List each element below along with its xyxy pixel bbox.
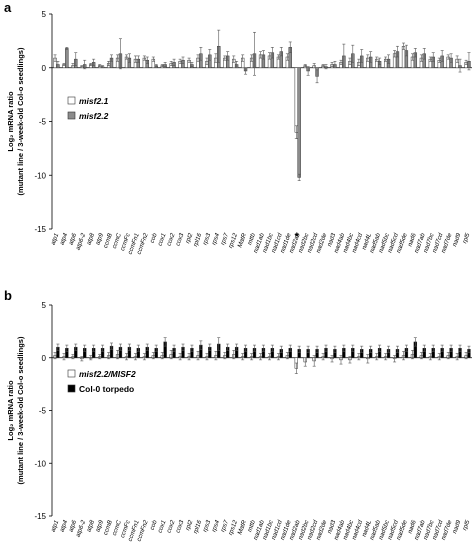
annotation-asterisk: * <box>295 231 300 243</box>
y-tick-label: -5 <box>39 118 47 127</box>
category-label: rps4 <box>211 519 222 533</box>
category-label: cob <box>149 519 159 531</box>
y-tick-label: -5 <box>39 407 47 416</box>
y-axis-title-line2: (mutant line / 3-week-old Col-o seedling… <box>16 47 25 195</box>
category-label: atp4 <box>59 232 70 246</box>
category-label: cob <box>149 232 159 244</box>
category-label: cox1 <box>157 232 168 247</box>
legend-label: Col-0 torpedo <box>79 384 134 394</box>
y-tick-label: -10 <box>34 459 46 468</box>
y-tick-label: -10 <box>34 171 46 180</box>
legend-swatch <box>67 111 76 120</box>
category-label: ccmB <box>102 232 114 249</box>
category-label: atp1 <box>50 232 61 246</box>
y-axis-title-line1: Log₂ mRNA ratio <box>6 91 15 152</box>
category-label: rpl16 <box>192 519 203 535</box>
category-label: nad9 <box>451 232 462 248</box>
category-label: atp6 <box>68 232 79 246</box>
category-label: mttb <box>246 519 257 533</box>
panel-b: b Log₂ mRNA ratio (mutant line / 3-week-ol… <box>4 288 472 542</box>
category-label: atp6 <box>68 519 79 533</box>
category-label: atp8 <box>85 232 96 246</box>
legend-label: misf2.1 <box>79 96 109 106</box>
legend-swatch <box>67 369 76 378</box>
category-label: atp1 <box>50 519 61 533</box>
category-label: cox1 <box>157 519 168 534</box>
category-label: rps3 <box>202 519 213 533</box>
y-tick-label: -15 <box>34 512 46 521</box>
category-label: rpl5 <box>461 232 471 245</box>
legend-label: misf2.2 <box>79 111 109 121</box>
category-label: nad3 <box>326 232 337 248</box>
panel-letter: b <box>4 288 12 303</box>
category-label: nad6 <box>407 232 418 248</box>
category-label: MatR <box>236 232 248 249</box>
category-label: nad9 <box>451 519 462 535</box>
legend-label: misf2.2/MISF2 <box>79 369 136 379</box>
category-label: rps3 <box>202 232 213 246</box>
category-label: rpl2 <box>184 519 194 532</box>
bar-a-1 <box>65 48 69 69</box>
y-tick-label: 0 <box>42 64 47 73</box>
category-label: rpl2 <box>184 232 194 245</box>
category-label: atp9 <box>94 232 105 246</box>
y-tick-label: 5 <box>42 10 47 19</box>
category-label: atp4 <box>59 519 70 533</box>
category-label: cox2 <box>165 519 176 534</box>
category-label: atp9 <box>94 519 105 533</box>
y-axis-title-line2: (mutant line / 3-week-old Col-o seedling… <box>16 336 25 484</box>
category-label: rpl5 <box>461 519 471 532</box>
bar-a-0 <box>294 67 298 133</box>
category-label: rps4 <box>211 232 222 246</box>
category-label: ccmB <box>102 519 114 536</box>
category-label: rps7 <box>219 232 230 246</box>
panel-letter: a <box>4 0 12 15</box>
bar-a-1 <box>297 67 301 178</box>
category-label: rps7 <box>219 519 230 533</box>
y-tick-label: 5 <box>42 301 47 310</box>
category-label: nad6 <box>407 519 418 535</box>
panel-a: a Log₂ mRNA ratio (mutant line / 3-week-ol… <box>4 0 472 255</box>
category-label: rpl16 <box>192 232 203 248</box>
category-label: atp8 <box>85 519 96 533</box>
category-label: cox2 <box>165 232 176 247</box>
category-label: cox3 <box>174 232 185 247</box>
category-label: nad3 <box>326 519 337 535</box>
y-tick-label: -15 <box>34 225 46 234</box>
y-tick-label: 0 <box>42 354 47 363</box>
legend-swatch <box>67 96 76 105</box>
legend-swatch <box>67 384 76 393</box>
category-label: mttb <box>246 232 257 246</box>
category-label: MatR <box>236 519 248 536</box>
category-label: cox3 <box>174 519 185 534</box>
y-axis-title-line1: Log₂ mRNA ratio <box>6 380 15 441</box>
